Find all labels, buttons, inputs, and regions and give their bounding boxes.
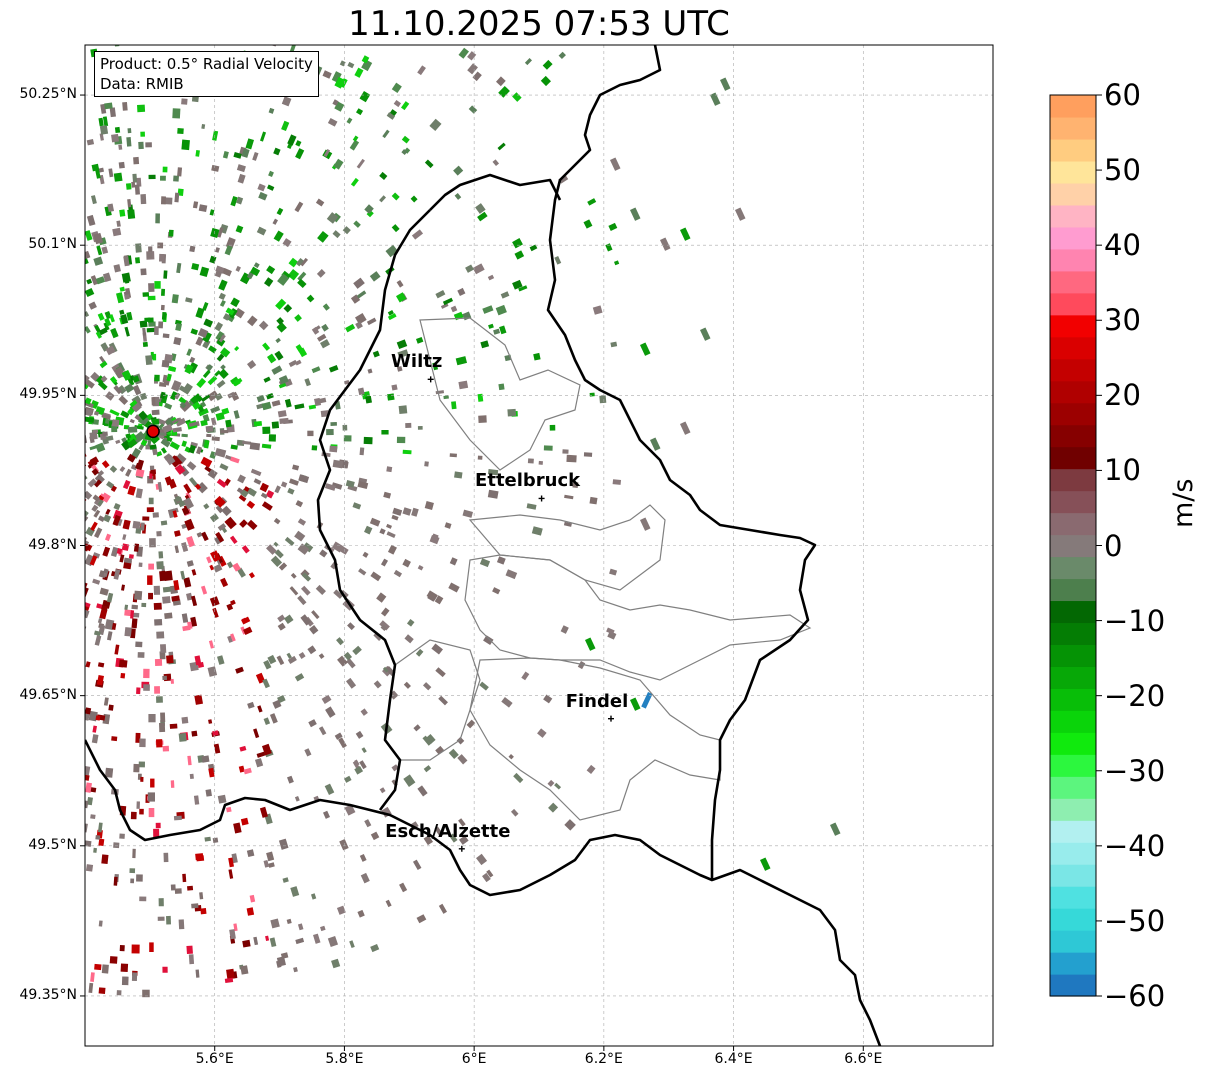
colorbar-segment bbox=[1050, 204, 1096, 228]
colorbar-segment bbox=[1050, 358, 1096, 382]
city-label-ettelbruck: Ettelbruck bbox=[475, 470, 581, 492]
border-line bbox=[316, 209, 431, 811]
colorbar-segment bbox=[1050, 578, 1096, 602]
colorbar-tick-label: 20 bbox=[1104, 378, 1141, 413]
map-frame bbox=[84, 44, 994, 1047]
colorbar-segment bbox=[1050, 952, 1096, 975]
colorbar-segment bbox=[1050, 666, 1096, 689]
lon-tick-label: 5.8°E bbox=[325, 1051, 364, 1067]
lon-tick-label: 6.6°E bbox=[844, 1051, 883, 1067]
velocity-echoes bbox=[85, 45, 841, 998]
colorbar-tick-label: 30 bbox=[1104, 303, 1141, 338]
colorbar-segment bbox=[1050, 182, 1096, 206]
city-label-wiltz: Wiltz bbox=[391, 351, 443, 373]
colorbar-segment bbox=[1050, 116, 1096, 140]
gridlines bbox=[85, 45, 993, 1046]
colorbar-unit-label: m/s bbox=[1168, 478, 1199, 528]
colorbar-segment bbox=[1050, 380, 1096, 404]
colorbar-segment bbox=[1050, 512, 1096, 536]
colorbar-segment bbox=[1050, 908, 1096, 931]
canton-boundaries bbox=[384, 317, 812, 821]
colorbar-tick-label: 40 bbox=[1104, 228, 1141, 263]
canton-boundary bbox=[419, 317, 581, 471]
city-marker bbox=[427, 376, 434, 383]
city-marker bbox=[607, 715, 614, 722]
colorbar-segment bbox=[1050, 226, 1096, 250]
colorbar-segment bbox=[1050, 292, 1096, 316]
colorbar-tick-label: 60 bbox=[1104, 78, 1141, 112]
colorbar-segment bbox=[1050, 820, 1096, 843]
border-line bbox=[429, 173, 562, 211]
colorbar-segment bbox=[1050, 754, 1096, 777]
colorbar-segment bbox=[1050, 622, 1096, 645]
colorbar-tick-label: −60 bbox=[1104, 979, 1166, 1013]
colorbar-segment bbox=[1050, 930, 1096, 953]
colorbar-segment bbox=[1050, 556, 1096, 580]
colorbar-segment bbox=[1050, 688, 1096, 711]
colorbar-segment bbox=[1050, 710, 1096, 733]
colorbar-segment bbox=[1050, 468, 1096, 492]
colorbar-segment bbox=[1050, 886, 1096, 909]
colorbar-segment bbox=[1050, 138, 1096, 162]
border-line bbox=[85, 739, 713, 897]
colorbar-tick-label: −50 bbox=[1104, 903, 1166, 938]
canton-boundary bbox=[464, 554, 812, 681]
national-borders bbox=[85, 45, 882, 1046]
product-label: Product: 0.5° Radial Velocity bbox=[100, 55, 313, 73]
colorbar-segment bbox=[1050, 446, 1096, 470]
colorbar-segment bbox=[1050, 336, 1096, 360]
lat-tick-label: 49.65°N bbox=[19, 686, 77, 703]
lat-tick-label: 50.25°N bbox=[19, 86, 77, 103]
colorbar-tick-label: −30 bbox=[1104, 753, 1166, 788]
colorbar-tick-label: −40 bbox=[1104, 828, 1166, 863]
radar-map bbox=[80, 44, 994, 1051]
city-marker bbox=[538, 495, 545, 502]
canton-boundary bbox=[468, 504, 666, 591]
colorbar-tick-label: 50 bbox=[1104, 153, 1141, 188]
data-source-label: Data: RMIB bbox=[100, 75, 184, 93]
colorbar-segment bbox=[1050, 798, 1096, 821]
colorbar-tick-label: 10 bbox=[1104, 453, 1141, 488]
colorbar-segment bbox=[1050, 842, 1096, 865]
city-label-findel: Findel bbox=[565, 690, 629, 712]
lon-tick-label: 6.2°E bbox=[584, 1051, 623, 1067]
colorbar-segment bbox=[1050, 490, 1096, 514]
colorbar bbox=[1049, 94, 1102, 997]
canton-boundary bbox=[469, 657, 721, 821]
lat-tick-label: 49.5°N bbox=[28, 836, 77, 853]
colorbar-tick-label: −10 bbox=[1104, 603, 1166, 638]
lon-tick-label: 5.6°E bbox=[195, 1051, 234, 1067]
colorbar-segment bbox=[1050, 864, 1096, 887]
colorbar-segment bbox=[1050, 732, 1096, 755]
product-info-box: Product: 0.5° Radial Velocity Data: RMIB bbox=[94, 51, 319, 97]
plot-area bbox=[85, 45, 993, 1046]
lat-tick-label: 49.95°N bbox=[19, 386, 77, 403]
colorbar-segment bbox=[1050, 270, 1096, 294]
city-label-esch-alzette: Esch/Alzette bbox=[385, 820, 511, 842]
colorbar-segment bbox=[1050, 402, 1096, 426]
colorbar-segment bbox=[1050, 644, 1096, 667]
colorbar-segment bbox=[1050, 600, 1096, 624]
colorbar-segment bbox=[1050, 776, 1096, 799]
colorbar-tick-label: 0 bbox=[1104, 528, 1123, 563]
colorbar-segment bbox=[1050, 534, 1096, 558]
colorbar-segment bbox=[1050, 424, 1096, 448]
radar-site-marker bbox=[146, 424, 160, 439]
lat-tick-label: 49.35°N bbox=[19, 986, 77, 1003]
chart-title: 11.10.2025 07:53 UTC bbox=[348, 4, 730, 44]
city-marker bbox=[458, 845, 465, 852]
border-line bbox=[546, 45, 882, 1046]
colorbar-segment bbox=[1050, 95, 1096, 118]
colorbar-segment bbox=[1050, 974, 1096, 997]
lon-tick-label: 6°E bbox=[461, 1051, 487, 1067]
lat-tick-label: 50.1°N bbox=[28, 236, 77, 253]
colorbar-segment bbox=[1050, 160, 1096, 184]
colorbar-tick-label: −20 bbox=[1104, 678, 1166, 713]
colorbar-segment bbox=[1050, 248, 1096, 272]
lon-tick-label: 6.4°E bbox=[714, 1051, 753, 1067]
lat-tick-label: 49.8°N bbox=[28, 536, 77, 553]
colorbar-segment bbox=[1050, 314, 1096, 338]
findel-echo bbox=[641, 691, 653, 709]
